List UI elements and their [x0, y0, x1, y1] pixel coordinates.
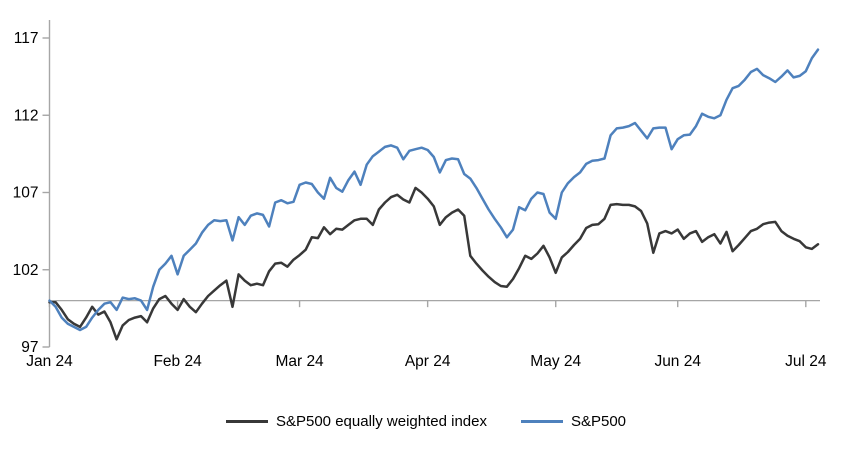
legend: S&P500 equally weighted index S&P500 [0, 413, 852, 430]
legend-label-sp500: S&P500 [570, 413, 627, 430]
legend-swatch-equal-weight-line [225, 420, 268, 423]
legend-item-equal-weight: S&P500 equally weighted index [225, 413, 487, 430]
x-axis-tick-label: Jul 24 [785, 353, 827, 370]
series-lines [48, 48, 820, 341]
legend-item-sp500: S&P500 [520, 413, 627, 430]
y-axis-tick-label: 102 [13, 262, 39, 279]
y-axis-tick-label: 97 [21, 339, 38, 356]
series-line-sp500 [48, 48, 820, 332]
x-axis-tick-label: Apr 24 [405, 353, 451, 370]
y-axis-tick-label: 112 [14, 107, 39, 124]
x-axis-tick-label: May 24 [530, 353, 581, 370]
x-axis-tick-label: Jun 24 [654, 353, 701, 370]
legend-label-equal-weight: S&P500 equally weighted index [275, 413, 487, 430]
x-axis-tick-label: Mar 24 [275, 353, 324, 370]
legend-swatch-sp500-line [520, 420, 563, 423]
y-axis-tick-label: 117 [14, 30, 39, 47]
series-line-equal-weight [48, 186, 820, 341]
y-axis-tick-label: 107 [13, 185, 39, 202]
x-axis-tick-label: Jan 24 [26, 353, 73, 370]
axes: 97 102 107 112 117 Jan 24 Feb 24 Mar 24 Apr 24 Ma… [13, 20, 827, 370]
x-axis-tick-label: Feb 24 [153, 353, 202, 370]
